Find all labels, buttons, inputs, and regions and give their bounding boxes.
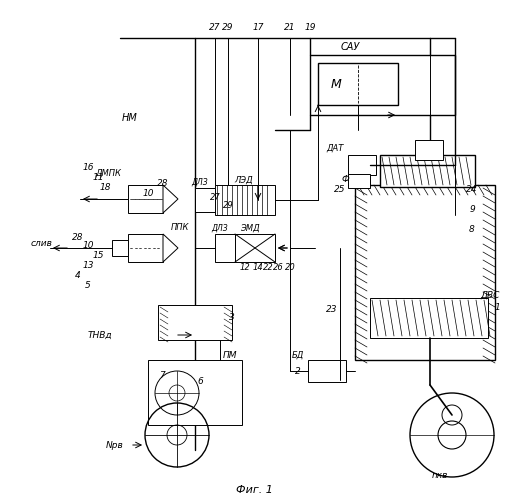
Text: ТНВд: ТНВд [88,330,112,340]
Text: ДЛЗ: ДЛЗ [192,178,208,186]
Bar [310,55,455,115]
Bar [128,185,163,213]
Bar [308,360,346,382]
Text: слив: слив [31,238,53,248]
Text: БД: БД [292,350,304,360]
Bar [158,305,232,340]
Text: 13: 13 [82,262,94,270]
Text: 6: 6 [197,378,203,386]
Text: 27: 27 [209,24,221,32]
Text: 17: 17 [252,24,264,32]
Bar [128,234,163,262]
Text: Фиг. 1: Фиг. 1 [236,485,272,495]
Text: 20: 20 [284,264,295,272]
Text: 29: 29 [223,200,233,209]
Text: 26: 26 [273,264,283,272]
Bar [148,360,242,425]
Text: НМ: НМ [122,113,138,123]
Bar [355,185,495,360]
Text: 4: 4 [75,272,81,280]
Text: Nрв: Nрв [106,440,124,450]
Text: Ф: Ф [341,176,349,184]
Text: 9: 9 [469,206,475,214]
Text: 11: 11 [92,174,104,182]
Bar [348,174,370,188]
Text: ДЛЗ: ДЛЗ [212,224,228,232]
Bar [348,155,376,175]
Text: ЭМД: ЭМД [240,224,260,232]
Bar [215,234,235,262]
Text: ПМ: ПМ [223,350,237,360]
Bar [215,185,275,215]
Text: 10: 10 [142,188,154,198]
Text: 25: 25 [334,186,346,194]
Text: 24: 24 [466,186,478,194]
Text: 28: 28 [157,178,169,188]
Text: 10: 10 [82,242,94,250]
Bar [370,298,488,338]
Text: САУ: САУ [340,42,360,52]
Text: 23: 23 [326,306,338,314]
Text: 7: 7 [159,370,165,380]
Text: 16: 16 [82,164,94,172]
Text: 1: 1 [494,304,500,312]
Text: ДВС: ДВС [481,290,500,300]
Bar [318,63,398,105]
Bar [235,234,275,262]
Text: ЛЭД: ЛЭД [235,176,253,184]
Text: 27: 27 [210,194,220,202]
Text: 8: 8 [469,226,475,234]
Bar [195,188,215,212]
Bar [380,155,475,187]
Text: ППК: ППК [171,224,189,232]
Polygon shape [163,234,178,262]
Text: М: М [331,78,341,90]
Text: nкв: nкв [432,470,448,480]
Polygon shape [163,185,178,213]
Text: 28: 28 [72,234,84,242]
Text: 5: 5 [85,282,91,290]
Bar [112,240,128,256]
Text: 2: 2 [295,368,301,376]
Text: 21: 21 [284,24,296,32]
Text: 19: 19 [304,24,316,32]
Text: 18: 18 [99,184,111,192]
Text: ДМПК: ДМПК [95,168,121,177]
Text: 14: 14 [252,264,263,272]
Text: 3: 3 [229,314,235,322]
Text: 29: 29 [223,24,234,32]
Bar [415,140,443,160]
Polygon shape [415,160,443,175]
Text: 15: 15 [92,252,104,260]
Text: 22: 22 [263,264,273,272]
Text: ДАТ: ДАТ [326,144,344,152]
Text: 12: 12 [240,264,250,272]
